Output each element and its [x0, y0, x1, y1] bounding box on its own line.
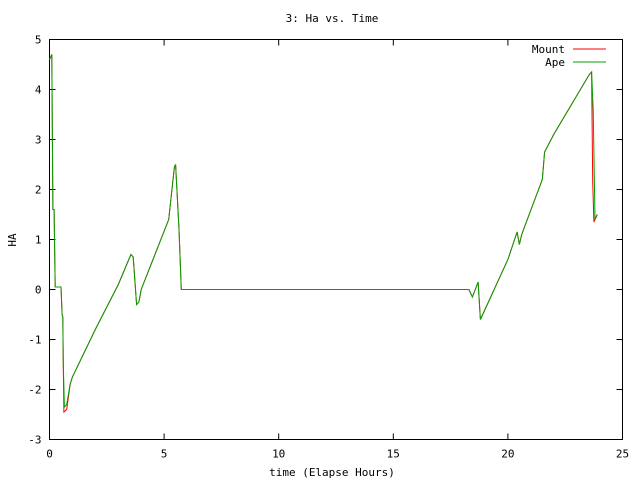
legend-label-mount: Mount — [532, 43, 565, 56]
x-tick-label: 15 — [387, 448, 400, 461]
x-tick-label: 5 — [161, 448, 168, 461]
y-axis-label: HA — [6, 233, 19, 247]
y-tick-label: 0 — [35, 284, 42, 297]
chart-title: 3: Ha vs. Time — [286, 12, 379, 25]
x-tick-label: 25 — [616, 448, 629, 461]
y-tick-label: -1 — [28, 334, 41, 347]
x-tick-label: 10 — [272, 448, 285, 461]
y-tick-label: -2 — [28, 384, 41, 397]
axis-ticks: 0 5 10 15 20 25 -3 -2 -1 0 1 2 3 4 5 — [28, 34, 629, 461]
y-tick-label: 3 — [35, 134, 42, 147]
y-tick-label: 4 — [35, 84, 42, 97]
x-tick-label: 20 — [501, 448, 514, 461]
x-tick-label: 0 — [46, 448, 53, 461]
series-line-ape — [49, 54, 598, 409]
plot-frame — [49, 39, 623, 440]
legend-label-ape: Ape — [545, 56, 565, 69]
y-tick-label: 5 — [35, 34, 42, 47]
series-line-mount — [49, 54, 598, 414]
x-axis-label: time (Elapse Hours) — [269, 466, 395, 479]
y-tick-label: 2 — [35, 184, 42, 197]
series-lines — [49, 54, 598, 414]
y-tick-label: -3 — [28, 434, 41, 447]
y-tick-label: 1 — [35, 234, 42, 247]
